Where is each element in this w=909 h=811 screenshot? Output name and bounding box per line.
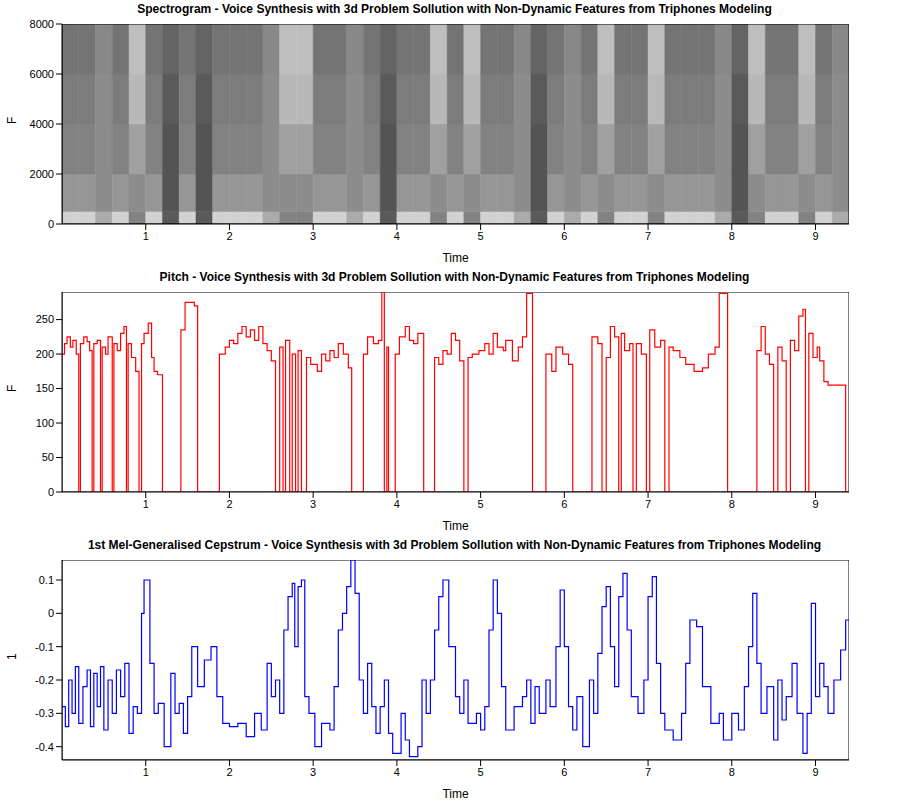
svg-text:4000: 4000 xyxy=(30,118,54,130)
svg-text:7: 7 xyxy=(645,498,651,510)
svg-text:6: 6 xyxy=(561,766,567,778)
svg-text:6: 6 xyxy=(561,230,567,242)
svg-text:3: 3 xyxy=(310,498,316,510)
svg-text:2000: 2000 xyxy=(30,168,54,180)
svg-text:F: F xyxy=(5,385,19,392)
svg-text:9: 9 xyxy=(812,230,818,242)
svg-text:3: 3 xyxy=(310,766,316,778)
svg-text:1: 1 xyxy=(143,766,149,778)
svg-text:8000: 8000 xyxy=(30,18,54,30)
svg-text:5: 5 xyxy=(478,230,484,242)
svg-text:Time: Time xyxy=(442,519,469,533)
svg-text:1: 1 xyxy=(143,230,149,242)
svg-text:F: F xyxy=(5,117,19,124)
svg-text:7: 7 xyxy=(645,766,651,778)
html-text:1st Mel-Generalised Cepstrum -: 1st Mel-Generalised Cepstrum - Voice Syn… xyxy=(87,538,822,552)
svg-text:4: 4 xyxy=(394,498,400,510)
svg-text:9: 9 xyxy=(812,766,818,778)
svg-text:Time: Time xyxy=(442,787,469,801)
html-text:Spectrogram - Voice Synthesis: Spectrogram - Voice Synthesis with 3d Pr… xyxy=(137,2,772,16)
svg-text:-0.4: -0.4 xyxy=(35,741,54,753)
svg-text:-0.3: -0.3 xyxy=(35,707,54,719)
svg-text:4: 4 xyxy=(394,230,400,242)
svg-text:1: 1 xyxy=(143,498,149,510)
svg-text:2: 2 xyxy=(226,766,232,778)
svg-text:5: 5 xyxy=(478,766,484,778)
svg-text:200: 200 xyxy=(36,348,54,360)
svg-text:4: 4 xyxy=(394,766,400,778)
svg-text:0: 0 xyxy=(48,486,54,498)
svg-text:2: 2 xyxy=(226,230,232,242)
svg-text:-0.1: -0.1 xyxy=(35,641,54,653)
svg-text:3: 3 xyxy=(310,230,316,242)
svg-text:6000: 6000 xyxy=(30,68,54,80)
html-text:Pitch - Voice Synthesis with 3: Pitch - Voice Synthesis with 3d Problem … xyxy=(159,270,750,284)
svg-text:8: 8 xyxy=(729,498,735,510)
svg-text:8: 8 xyxy=(729,766,735,778)
svg-text:150: 150 xyxy=(36,382,54,394)
svg-text:100: 100 xyxy=(36,417,54,429)
svg-text:8: 8 xyxy=(729,230,735,242)
svg-text:50: 50 xyxy=(42,451,54,463)
svg-text:1: 1 xyxy=(5,653,19,660)
svg-text:0: 0 xyxy=(48,218,54,230)
svg-text:2: 2 xyxy=(226,498,232,510)
svg-text:0: 0 xyxy=(48,607,54,619)
svg-text:9: 9 xyxy=(812,498,818,510)
svg-text:Time: Time xyxy=(442,251,469,265)
svg-text:6: 6 xyxy=(561,498,567,510)
svg-text:0.1: 0.1 xyxy=(39,574,54,586)
svg-text:-0.2: -0.2 xyxy=(35,674,54,686)
svg-text:250: 250 xyxy=(36,313,54,325)
svg-text:7: 7 xyxy=(645,230,651,242)
svg-text:5: 5 xyxy=(478,498,484,510)
